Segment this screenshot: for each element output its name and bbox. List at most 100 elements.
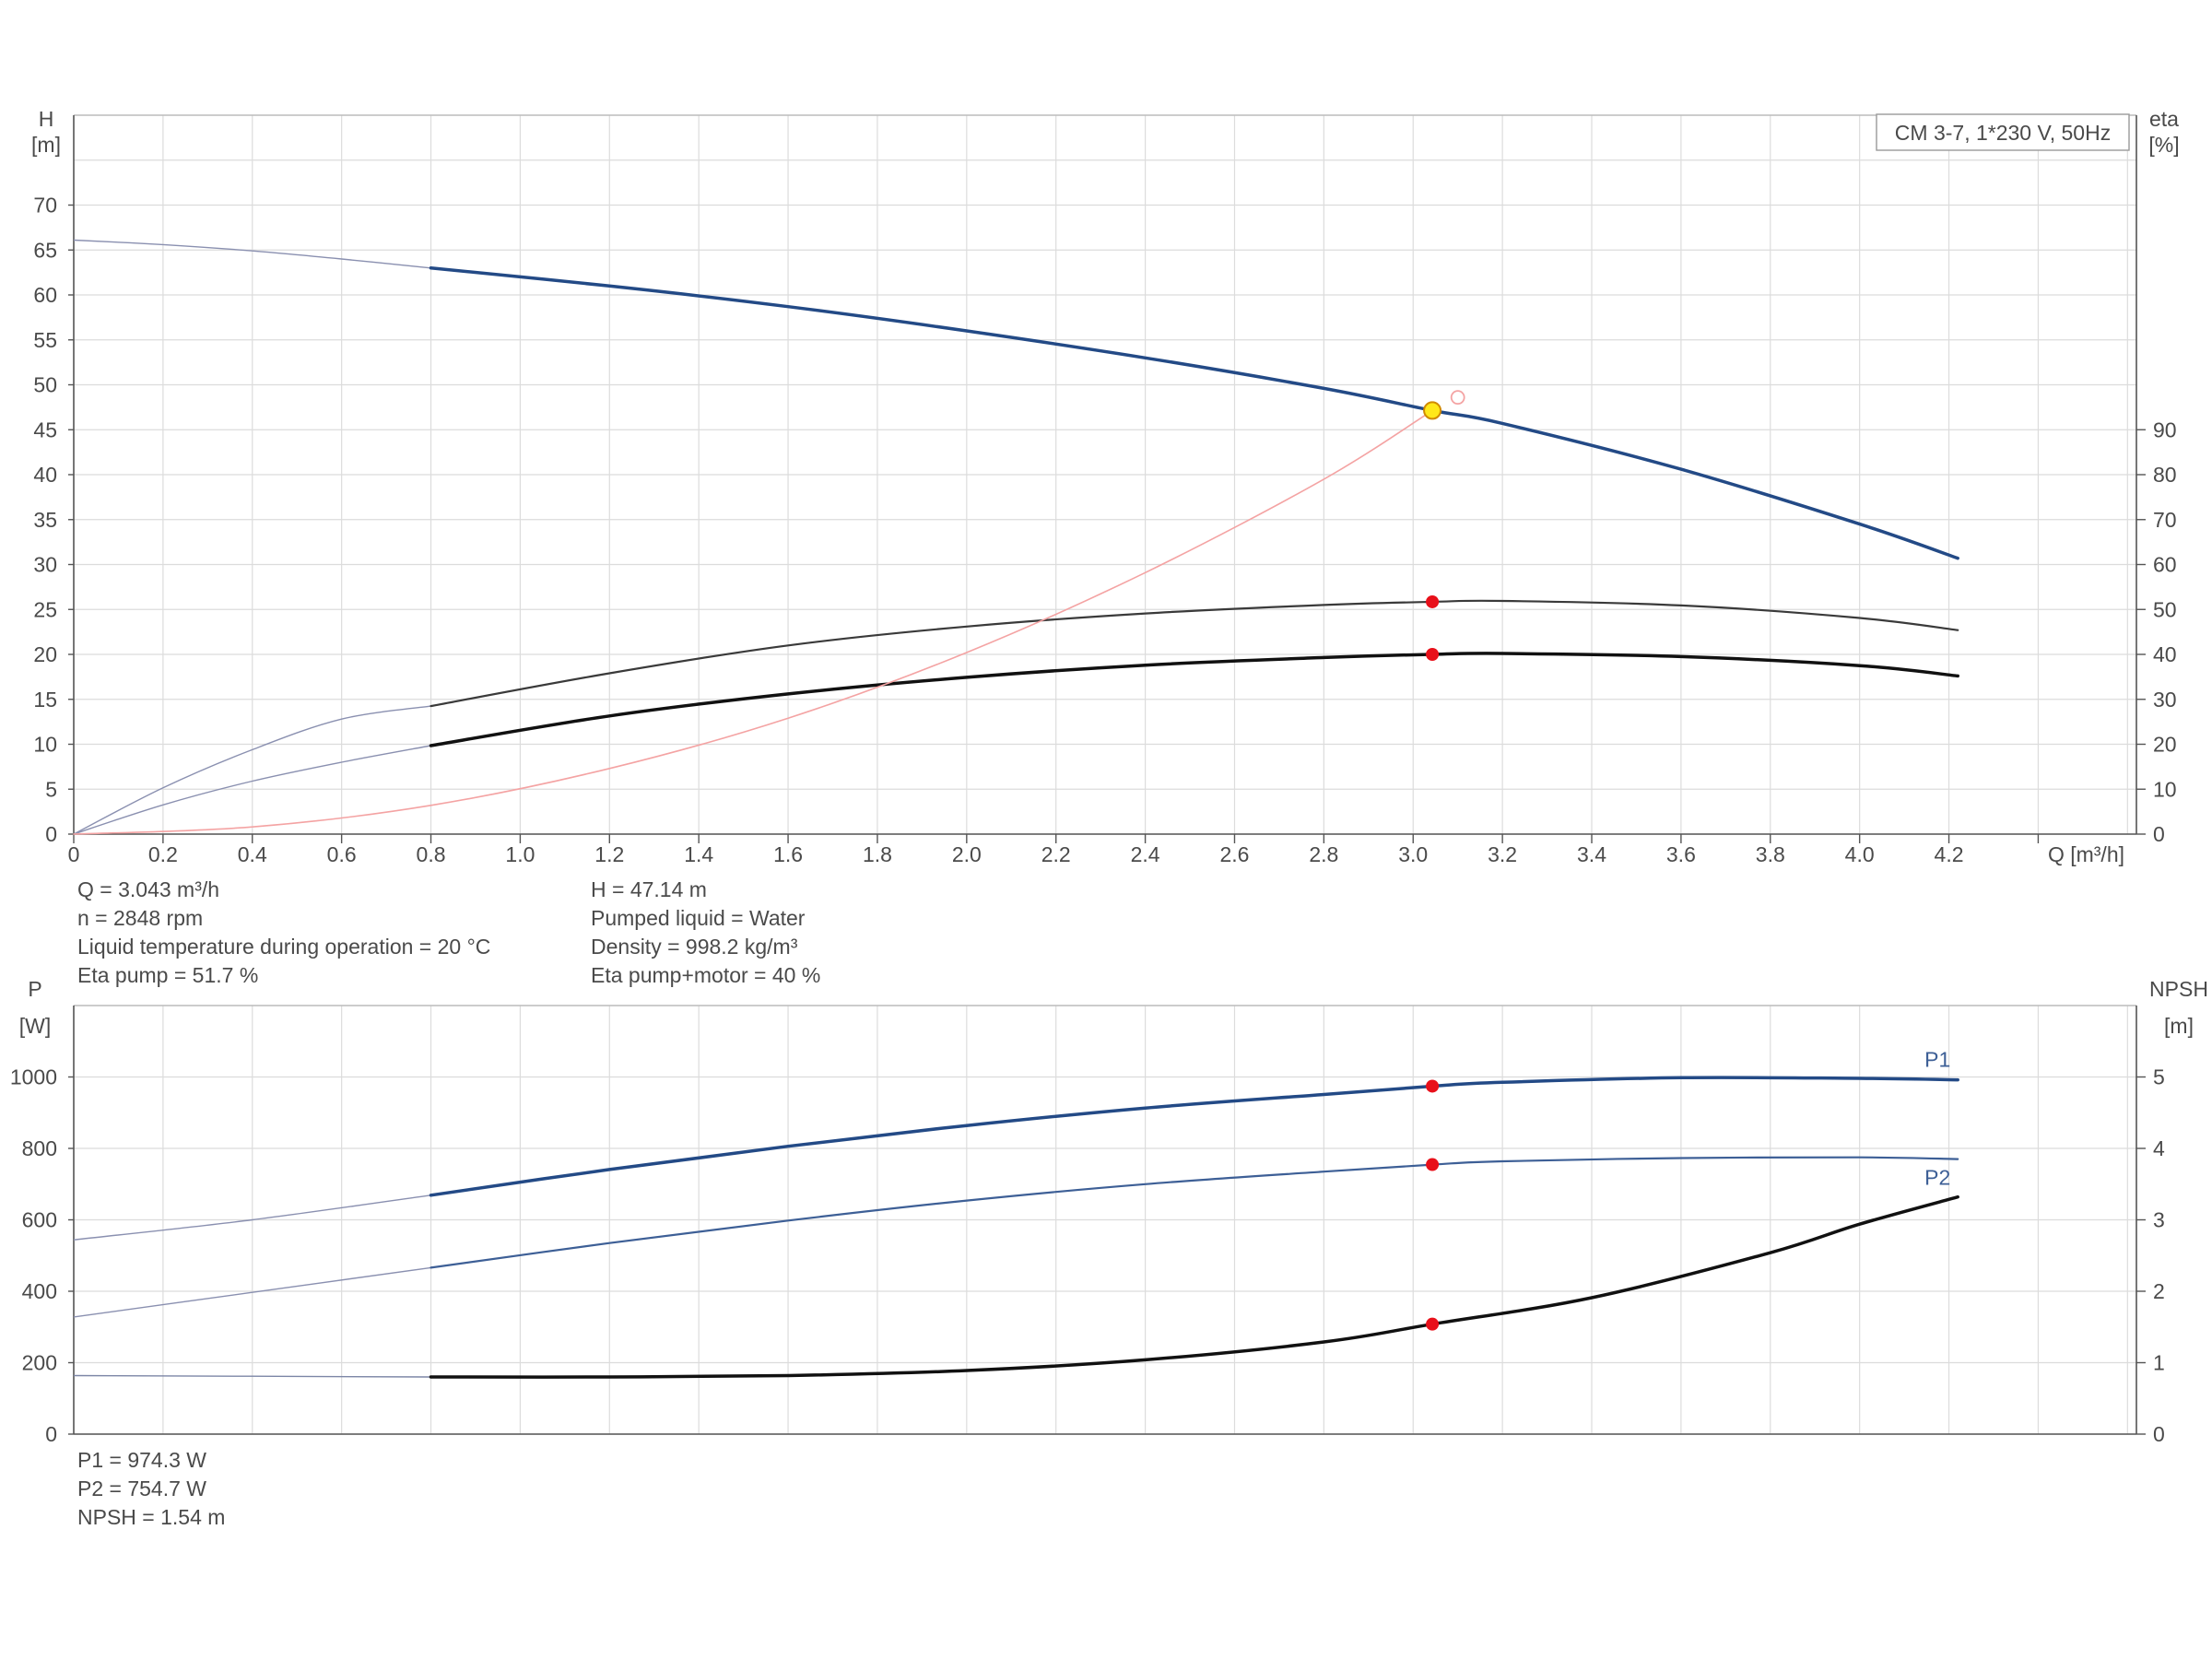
curve-p2 xyxy=(429,1156,1959,1269)
curve-eta-pump-motor-extrapolated xyxy=(73,745,431,835)
requested-point-marker xyxy=(1450,390,1465,406)
x-tick-label: 2.0 xyxy=(952,842,982,866)
y-left-tick-label: 60 xyxy=(33,283,57,307)
curve-h-extrapolated xyxy=(73,239,431,269)
info-liquid-temperature: Liquid temperature during operation = 20… xyxy=(77,935,491,959)
x-tick-label: 1.6 xyxy=(773,842,803,866)
curve-p1-extrapolated xyxy=(73,1194,431,1241)
y-left-tick-label: 70 xyxy=(33,194,57,218)
info-head: H = 47.14 m xyxy=(591,877,707,901)
x-tick-label: 0.6 xyxy=(327,842,357,866)
legend-label: CM 3-7, 1*230 V, 50Hz xyxy=(1895,121,2111,145)
x-tick-label: 3.4 xyxy=(1577,842,1606,866)
y-left-label-name: P xyxy=(28,977,41,1001)
duty-point-eta-pump-motor-marker xyxy=(1426,648,1440,661)
series-label-p2: P2 xyxy=(1924,1166,1950,1190)
curve-npsh-extrapolated xyxy=(73,1374,431,1378)
y-left-tick-label: 30 xyxy=(33,553,57,577)
curve-system-curve xyxy=(73,409,1433,835)
curve-eta-pump-extrapolated xyxy=(73,705,431,835)
y-right-label-name: eta xyxy=(2149,107,2179,131)
y-right-tick-label: 20 xyxy=(2153,733,2177,757)
duty-point-marker xyxy=(1423,401,1442,420)
x-tick-label: 0.4 xyxy=(238,842,267,866)
duty-point-eta-pump-marker xyxy=(1426,594,1440,608)
info-flow: Q = 3.043 m³/h xyxy=(77,877,220,901)
duty-point-p2-marker xyxy=(1426,1158,1440,1171)
y-left-tick-label: 65 xyxy=(33,238,57,262)
y-right-tick-label: 3 xyxy=(2153,1208,2165,1232)
y-left-tick-label: 50 xyxy=(33,373,57,397)
y-right-tick-label: 4 xyxy=(2153,1136,2165,1160)
x-tick-label: 0.2 xyxy=(148,842,178,866)
y-left-tick-label: 45 xyxy=(33,418,57,441)
y-left-tick-label: 5 xyxy=(45,777,57,801)
legend: CM 3-7, 1*230 V, 50Hz xyxy=(1876,113,2130,151)
y-right-label-unit: [m] xyxy=(2164,1014,2194,1038)
series-label-p1: P1 xyxy=(1924,1048,1950,1072)
legend-box xyxy=(1876,113,2130,151)
y-left-tick-label: 0 xyxy=(45,1422,57,1446)
curve-eta-pump xyxy=(429,599,1959,708)
curve-h xyxy=(429,266,1959,560)
qh-grid xyxy=(73,115,2136,835)
power-grid xyxy=(73,1006,2136,1435)
info-density: Density = 998.2 kg/m³ xyxy=(591,935,798,959)
x-tick-label: 1.0 xyxy=(505,842,535,866)
duty-point-p1-marker xyxy=(1426,1079,1440,1093)
y-left-tick-label: 10 xyxy=(33,733,57,757)
x-tick-label: 3.2 xyxy=(1488,842,1517,866)
y-left-tick-label: 0 xyxy=(45,822,57,846)
info-block-operating-point: Q = 3.043 m³/h n = 2848 rpm Liquid tempe… xyxy=(77,876,490,990)
y-left-tick-label: 1000 xyxy=(10,1065,57,1089)
curve-npsh xyxy=(429,1194,1959,1379)
x-tick-label: 3.8 xyxy=(1756,842,1785,866)
x-tick-label: 3.0 xyxy=(1398,842,1428,866)
y-left-tick-label: 15 xyxy=(33,688,57,712)
x-tick-label: 1.2 xyxy=(594,842,624,866)
y-right-tick-label: 70 xyxy=(2153,508,2177,532)
x-tick-label: 2.4 xyxy=(1131,842,1160,866)
y-right-tick-label: 1 xyxy=(2153,1351,2165,1375)
x-tick-label: 4.2 xyxy=(1935,842,1964,866)
y-left-label-unit: [W] xyxy=(19,1014,52,1038)
y-right-tick-label: 2 xyxy=(2153,1279,2165,1303)
info-block-power: P1 = 974.3 W P2 = 754.7 W NPSH = 1.54 m xyxy=(77,1446,225,1532)
y-right-tick-label: 5 xyxy=(2153,1065,2165,1089)
x-tick-label: 1.8 xyxy=(863,842,892,866)
y-right-label-unit: [%] xyxy=(2148,133,2179,157)
y-right-tick-label: 30 xyxy=(2153,688,2177,712)
x-tick-label: 2.2 xyxy=(1041,842,1071,866)
x-tick-label: 2.8 xyxy=(1309,842,1338,866)
y-left-tick-label: 600 xyxy=(22,1208,57,1232)
y-left-tick-label: 55 xyxy=(33,328,57,352)
y-left-tick-label: 20 xyxy=(33,642,57,666)
info-npsh: NPSH = 1.54 m xyxy=(77,1505,226,1529)
y-right-label-name: NPSH xyxy=(2149,977,2208,1001)
y-left-tick-label: 200 xyxy=(22,1351,57,1375)
y-left-tick-label: 800 xyxy=(22,1136,57,1160)
y-right-tick-label: 0 xyxy=(2153,822,2165,846)
info-block-liquid: H = 47.14 m Pumped liquid = Water Densit… xyxy=(591,876,820,990)
y-left-tick-label: 35 xyxy=(33,508,57,532)
curve-eta-pump-motor xyxy=(429,652,1959,747)
y-left-tick-label: 25 xyxy=(33,597,57,621)
y-right-tick-label: 40 xyxy=(2153,642,2177,666)
x-tick-label: 0 xyxy=(68,842,80,866)
x-tick-label: 1.4 xyxy=(684,842,713,866)
y-right-tick-label: 10 xyxy=(2153,777,2177,801)
y-left-label-unit: [m] xyxy=(31,133,61,157)
info-pumped-liquid: Pumped liquid = Water xyxy=(591,906,806,930)
info-p1: P1 = 974.3 W xyxy=(77,1448,206,1472)
y-right-tick-label: 90 xyxy=(2153,418,2177,441)
curve-p2-extrapolated xyxy=(73,1266,431,1318)
duty-point-npsh-marker xyxy=(1426,1317,1440,1331)
x-tick-label: 0.8 xyxy=(417,842,446,866)
x-tick-label: 2.6 xyxy=(1219,842,1249,866)
y-left-tick-label: 400 xyxy=(22,1279,57,1303)
y-right-tick-label: 60 xyxy=(2153,553,2177,577)
info-speed: n = 2848 rpm xyxy=(77,906,204,930)
y-right-tick-label: 0 xyxy=(2153,1422,2165,1446)
curve-p1 xyxy=(429,1076,1959,1197)
